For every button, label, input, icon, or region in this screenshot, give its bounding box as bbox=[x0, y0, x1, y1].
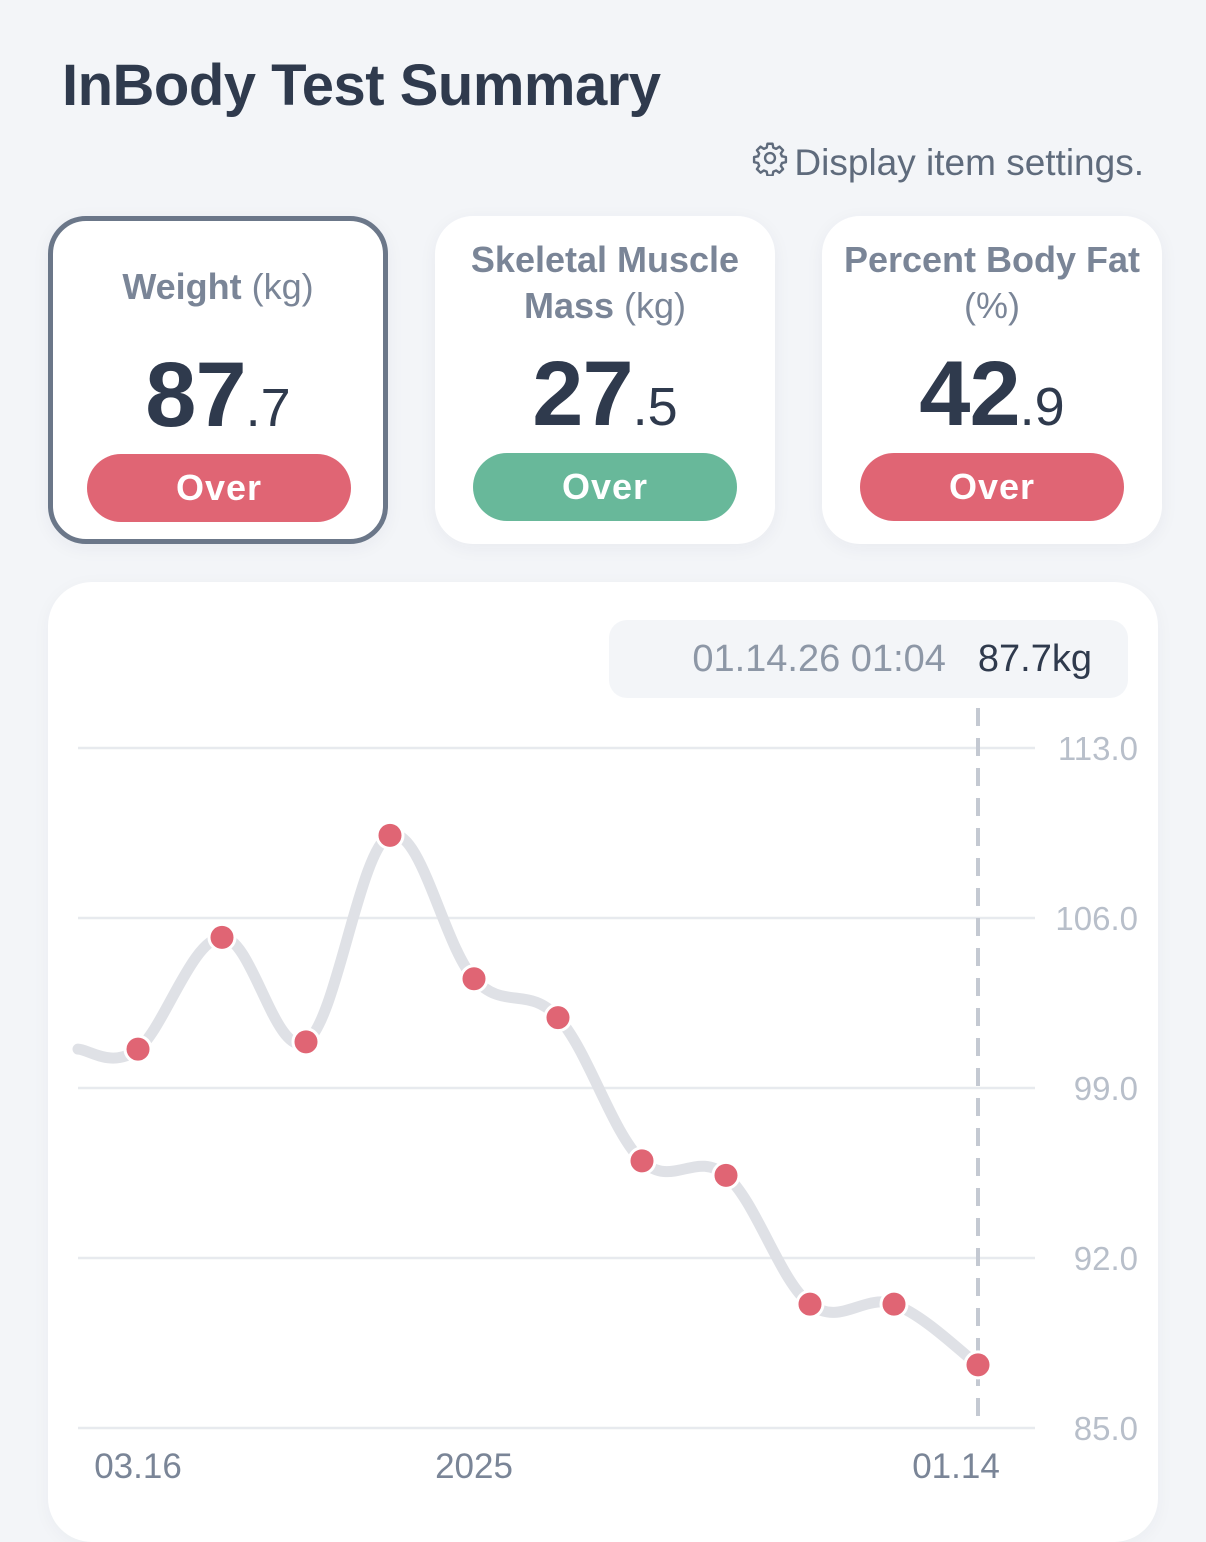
data-point bbox=[543, 1003, 573, 1033]
weight-series-line bbox=[72, 829, 984, 1371]
selected-point-tooltip: 01.14.26 01:04 87.7kg bbox=[609, 620, 1128, 698]
weight-card-label: Weight (kg) bbox=[63, 264, 373, 310]
percent-body-fat-label-unit: (%) bbox=[964, 285, 1020, 326]
data-point bbox=[207, 922, 237, 952]
data-point bbox=[375, 820, 405, 850]
percent-body-fat-card[interactable]: Percent Body Fat (%) 42.9 Over bbox=[822, 216, 1162, 544]
data-point bbox=[879, 1289, 909, 1319]
percent-body-fat-card-label: Percent Body Fat (%) bbox=[832, 237, 1152, 329]
percent-body-fat-value: 42.9 bbox=[822, 342, 1162, 447]
weight-value: 87.7 bbox=[53, 343, 383, 448]
skeletal-muscle-mass-label-unit: (kg) bbox=[624, 285, 687, 326]
data-point bbox=[795, 1289, 825, 1319]
skeletal-muscle-mass-card-label: Skeletal Muscle Mass (kg) bbox=[445, 237, 765, 329]
weight-label-text: Weight bbox=[122, 266, 242, 307]
x-tick-label: 03.16 bbox=[94, 1447, 182, 1486]
tooltip-date: 01.14.26 01:04 bbox=[692, 637, 946, 680]
weight-trend-chart[interactable]: 113.0 106.0 99.0 92.0 85.0 03.16 2025 01.14 bbox=[0, 0, 1206, 1510]
weight-status-badge: Over bbox=[87, 454, 351, 522]
y-tick-label: 85.0 bbox=[1074, 1410, 1138, 1447]
weight-label-unit: (kg) bbox=[251, 266, 314, 307]
skeletal-muscle-mass-card[interactable]: Skeletal Muscle Mass (kg) 27.5 Over bbox=[435, 216, 775, 544]
weight-chart-panel bbox=[48, 582, 1158, 1542]
gear-icon bbox=[752, 140, 788, 185]
y-tick-label: 113.0 bbox=[1058, 730, 1138, 767]
tooltip-value: 87.7kg bbox=[977, 637, 1092, 680]
percent-body-fat-label-text: Percent Body Fat bbox=[843, 239, 1141, 280]
data-point bbox=[711, 1160, 741, 1190]
page-title: InBody Test Summary bbox=[62, 53, 661, 118]
skeletal-muscle-mass-status-badge: Over bbox=[473, 453, 737, 521]
data-point bbox=[291, 1027, 321, 1057]
skeletal-muscle-mass-value-dec: .5 bbox=[632, 377, 678, 437]
data-point bbox=[459, 964, 489, 994]
weight-card[interactable]: Weight (kg) 87.7 Over bbox=[48, 216, 388, 544]
data-point bbox=[627, 1146, 657, 1176]
y-tick-label: 92.0 bbox=[1074, 1240, 1138, 1277]
skeletal-muscle-mass-value: 27.5 bbox=[435, 342, 775, 447]
percent-body-fat-value-dec: .9 bbox=[1019, 377, 1065, 437]
x-tick-label: 01.14 bbox=[912, 1447, 1000, 1486]
y-tick-label: 106.0 bbox=[1055, 900, 1138, 937]
display-item-settings-link[interactable]: Display item settings. bbox=[752, 140, 1144, 185]
selected-data-point bbox=[963, 1350, 993, 1380]
x-tick-label: 2025 bbox=[435, 1447, 513, 1486]
percent-body-fat-value-int: 42 bbox=[919, 343, 1020, 445]
skeletal-muscle-mass-value-int: 27 bbox=[532, 343, 633, 445]
display-item-settings-label: Display item settings. bbox=[794, 141, 1144, 183]
skeletal-muscle-mass-label-text: Skeletal Muscle Mass bbox=[470, 239, 740, 326]
percent-body-fat-status-badge: Over bbox=[860, 453, 1124, 521]
weight-value-dec: .7 bbox=[245, 378, 291, 438]
y-tick-label: 99.0 bbox=[1074, 1070, 1138, 1107]
data-point bbox=[123, 1034, 153, 1064]
weight-value-int: 87 bbox=[145, 344, 246, 446]
